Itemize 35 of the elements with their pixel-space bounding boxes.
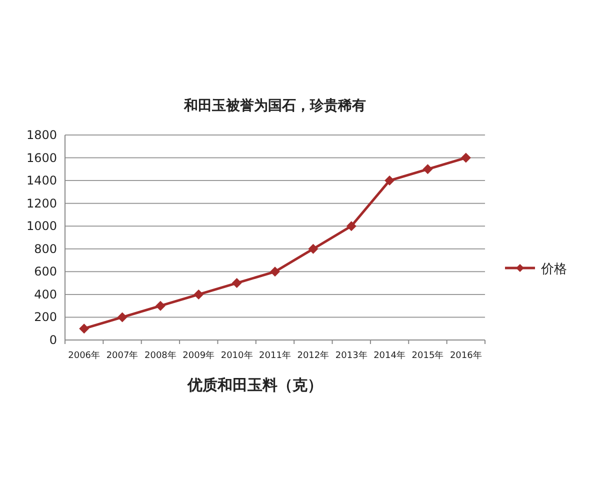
x-tick-label: 2008年 — [144, 350, 176, 361]
y-tick-label: 400 — [34, 287, 57, 302]
point — [308, 244, 318, 254]
x-axis-title: 优质和田玉料（克） — [186, 376, 322, 394]
point — [155, 300, 166, 311]
y-tick-label: 800 — [34, 242, 57, 256]
y-tick-label: 1200 — [26, 196, 57, 210]
point — [232, 278, 242, 288]
chart-title: 和田玉被誉为国石，珍贵稀有 — [183, 97, 366, 114]
point — [117, 312, 128, 322]
y-tick-label: 600 — [34, 264, 57, 279]
x-tick-label: 2010年 — [220, 350, 253, 361]
y-tick-label: 1000 — [26, 219, 57, 234]
y-tick-label: 1400 — [26, 174, 57, 188]
point — [460, 152, 471, 163]
point — [270, 266, 280, 277]
y-tick-label: 200 — [34, 310, 57, 324]
x-tick-label: 2015年 — [412, 350, 444, 361]
y-tick-label: 1600 — [26, 150, 57, 165]
point — [194, 289, 204, 300]
point — [79, 324, 90, 334]
legend-label: 价格 — [540, 262, 567, 277]
point — [384, 176, 395, 186]
y-tick-label: 1800 — [26, 128, 57, 142]
point — [422, 164, 433, 174]
x-tick-label: 2012年 — [297, 350, 330, 361]
y-tick-label: 0 — [49, 333, 57, 347]
x-tick-label: 2006年 — [68, 350, 100, 361]
x-tick-label: 2014年 — [374, 350, 406, 361]
x-tick-label: 2016年 — [450, 350, 482, 361]
x-tick-label: 2011年 — [259, 350, 291, 361]
x-tick-label: 2009年 — [182, 350, 215, 361]
point — [346, 221, 356, 232]
x-tick-label: 2013年 — [335, 350, 368, 361]
x-tick-label: 2007年 — [106, 350, 138, 361]
